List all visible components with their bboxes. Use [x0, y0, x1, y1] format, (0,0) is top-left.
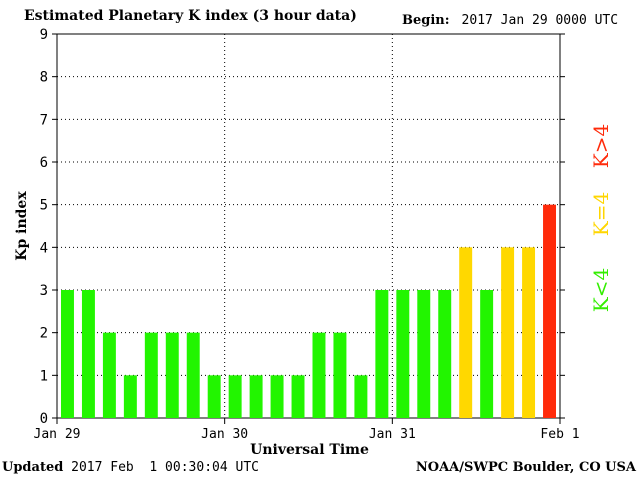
y-tick-label: 9: [40, 27, 48, 43]
kp-bar: [522, 247, 536, 418]
kp-bar: [438, 290, 452, 418]
chart-title: Estimated Planetary K index (3 hour data…: [24, 8, 357, 24]
kp-bar: [81, 290, 95, 418]
x-axis-label: Universal Time: [250, 442, 369, 458]
legend-k-eq-4: K=4: [589, 192, 613, 236]
y-tick-label: 2: [40, 326, 48, 342]
kp-bar: [312, 332, 326, 418]
y-tick-label: 1: [40, 368, 48, 384]
kp-bar: [123, 375, 137, 418]
kp-bar: [249, 375, 263, 418]
legend-k-gt-4: K>4: [589, 124, 613, 168]
updated-value: 2017 Feb 1 00:30:04 UTC: [71, 460, 259, 475]
x-tick-label: Feb 1: [540, 427, 579, 442]
x-tick-label: Jan 29: [34, 427, 81, 442]
kp-bar: [144, 332, 158, 418]
kp-bar: [61, 290, 74, 418]
kp-bar: [333, 332, 347, 418]
kp-bar: [270, 375, 284, 418]
x-tick-label: Jan 30: [201, 427, 248, 442]
plot-frame: [56, 33, 561, 419]
kp-bar: [354, 375, 368, 418]
y-tick-label: 8: [40, 70, 48, 86]
begin-info: Begin: 2017 Jan 29 0000 UTC: [402, 13, 618, 28]
kp-bar: [228, 375, 242, 418]
y-tick-label: 0: [40, 411, 48, 427]
kp-bar: [396, 290, 410, 418]
y-tick-label: 6: [40, 155, 48, 171]
kp-bar: [102, 332, 116, 418]
credit-text: NOAA/SWPC Boulder, CO USA: [415, 460, 636, 475]
y-tick-label: 5: [40, 198, 48, 214]
begin-label: Begin:: [402, 13, 450, 28]
kp-bar: [291, 375, 305, 418]
kp-bar: [165, 332, 179, 418]
kp-bar: [459, 247, 473, 418]
y-axis-label: Kp index: [14, 191, 30, 261]
kp-bar: [543, 204, 556, 418]
kp-bar: [207, 375, 221, 418]
kp-bar: [417, 290, 431, 418]
kp-bar: [501, 247, 515, 418]
kp-bar: [186, 332, 200, 418]
y-tick-label: 4: [40, 240, 48, 256]
x-tick-label: Jan 31: [369, 427, 416, 442]
y-tick-label: 7: [40, 112, 48, 128]
updated-label: Updated: [2, 460, 64, 475]
y-tick-label: 3: [40, 283, 48, 299]
updated-info: Updated 2017 Feb 1 00:30:04 UTC: [2, 460, 259, 475]
kp-bar: [375, 290, 389, 418]
legend-k-lt-4: K<4: [589, 268, 613, 312]
begin-value: 2017 Jan 29 0000 UTC: [461, 13, 619, 28]
kp-bar: [480, 290, 494, 418]
